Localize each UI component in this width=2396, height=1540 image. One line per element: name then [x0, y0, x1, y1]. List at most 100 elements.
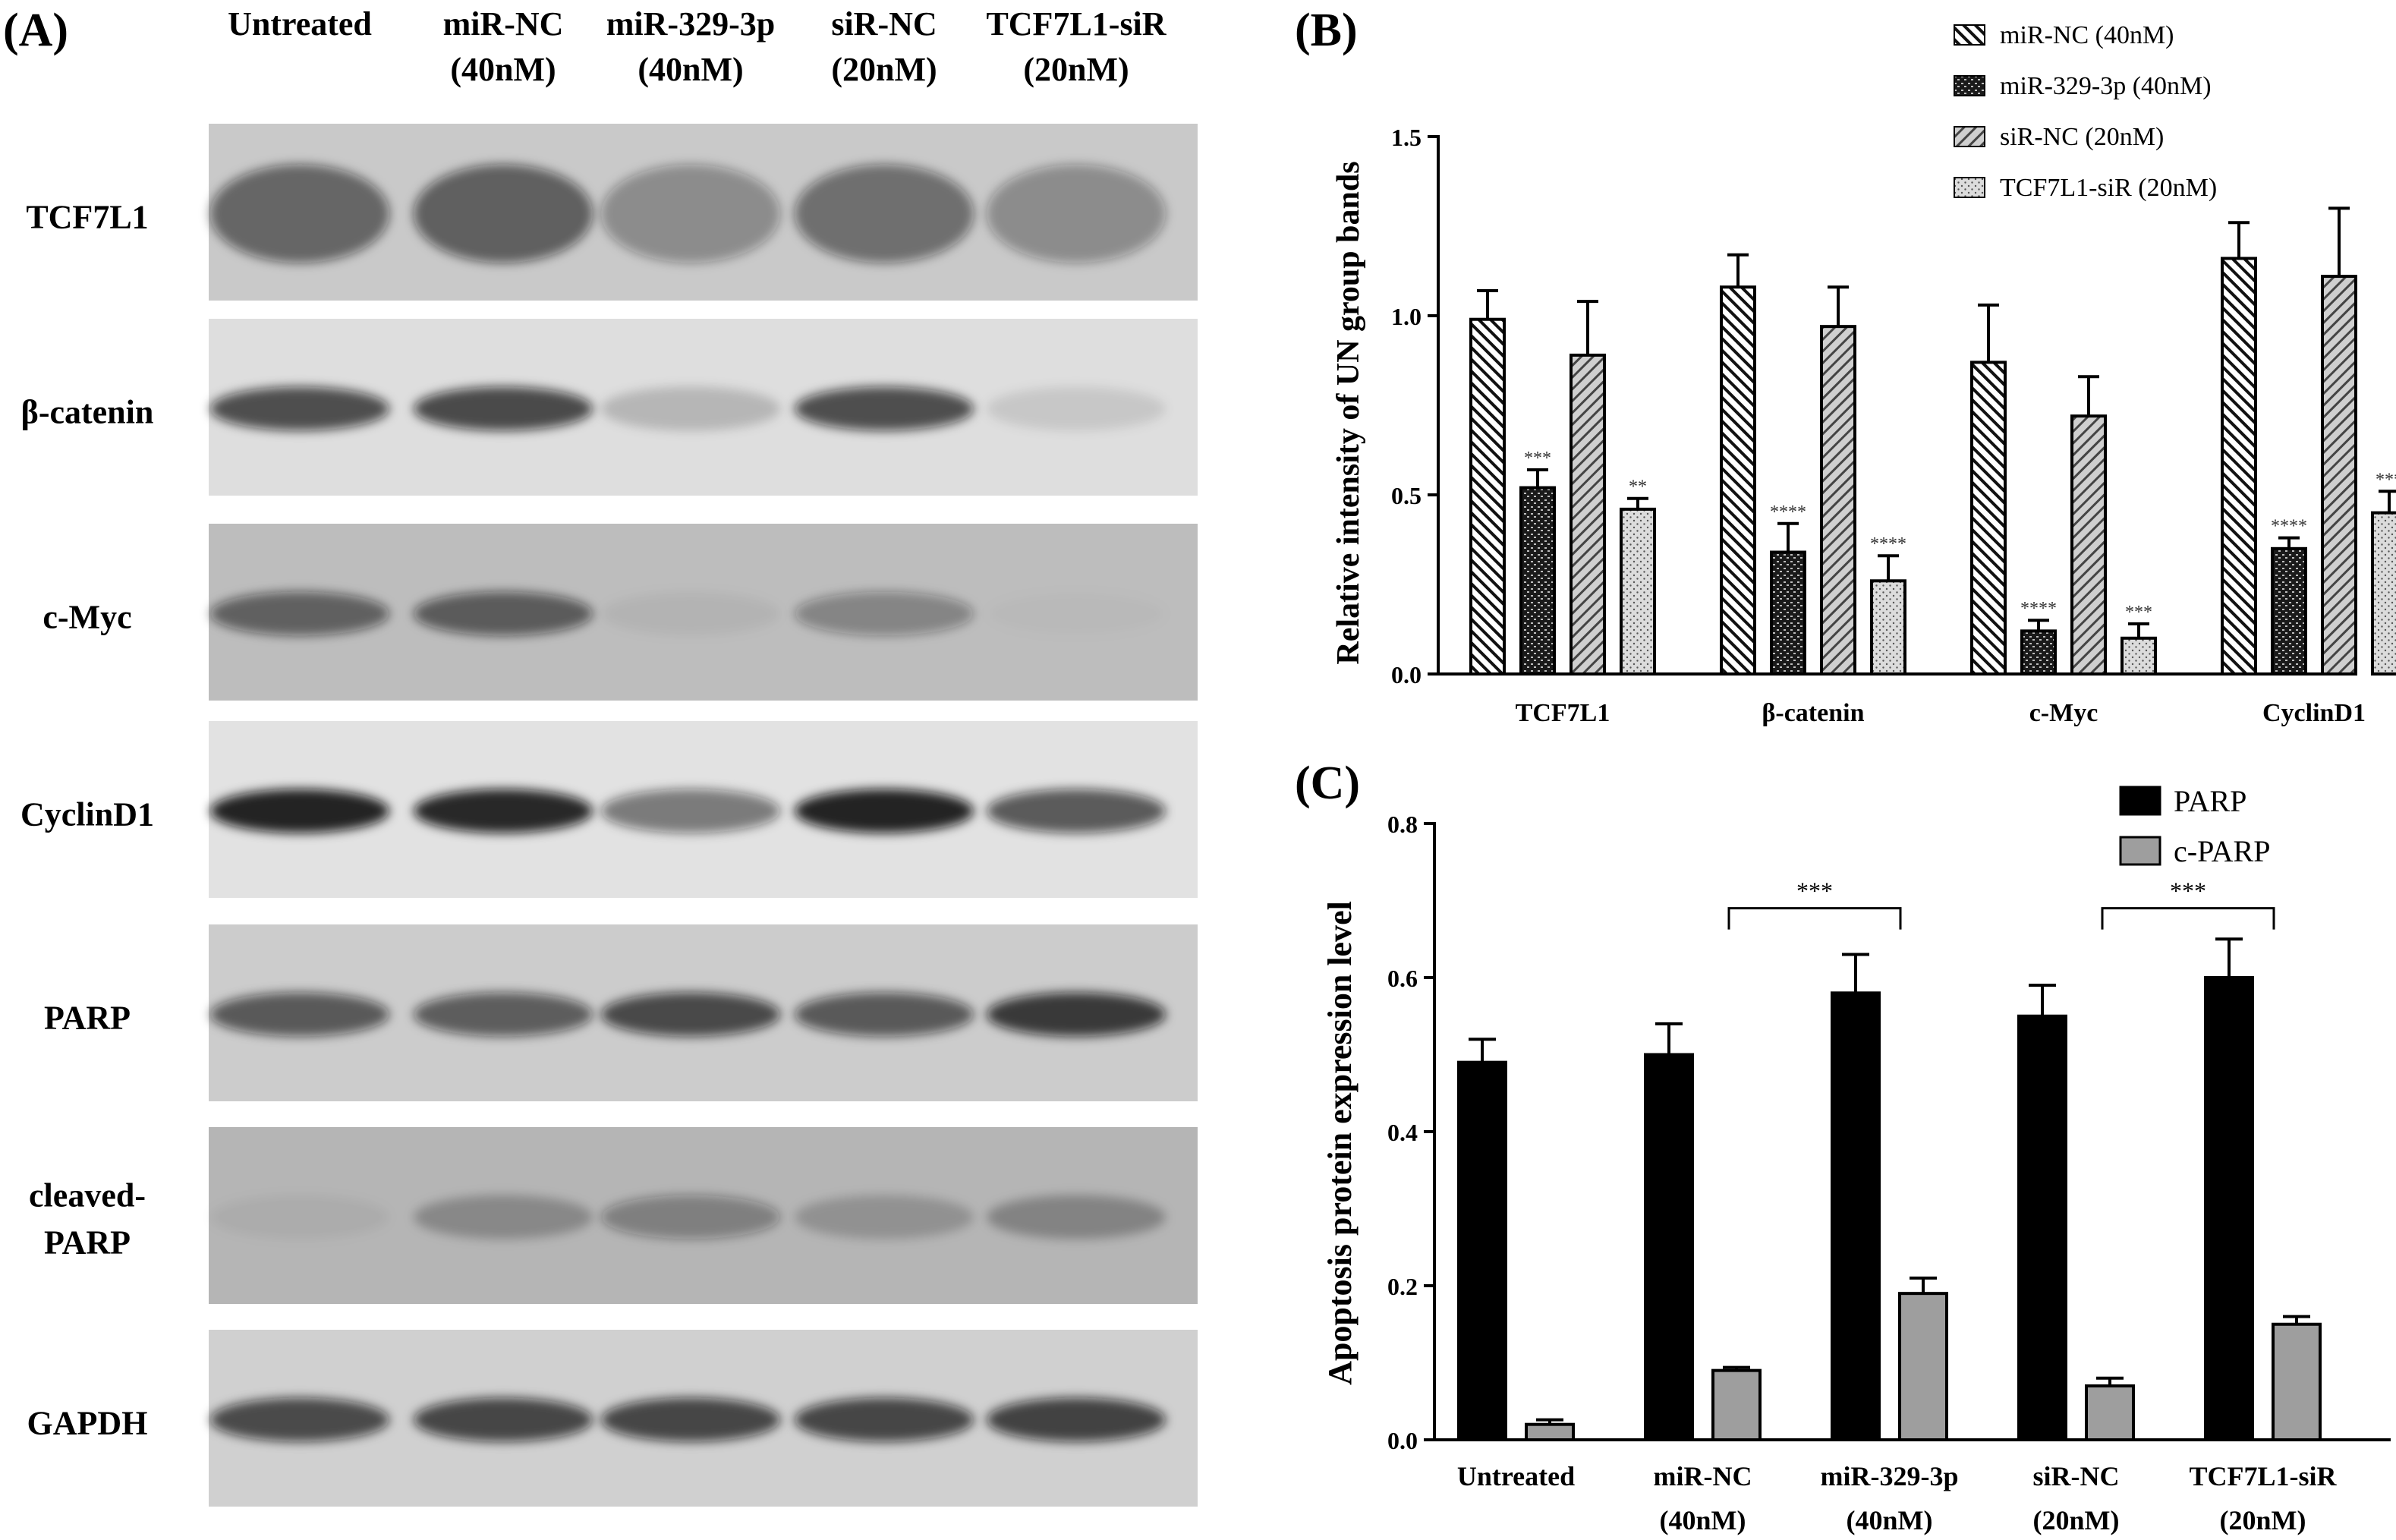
legend-swatch [1954, 24, 1985, 46]
significance-label: *** [1796, 877, 1833, 905]
blot-label: c-Myc [43, 599, 131, 636]
bar [2017, 1014, 2067, 1441]
x-category-label: TCF7L1 [1516, 699, 1610, 727]
y-tick-label: 0.0 [1391, 661, 1422, 688]
x-category-label-sub: (40nM) [1847, 1505, 1933, 1535]
x-category-label-sub: (20nM) [2220, 1505, 2306, 1535]
blot-band [601, 789, 780, 833]
panel-b-label: (B) [1295, 5, 1358, 56]
blot-band [414, 164, 593, 263]
blot-band [414, 386, 593, 431]
bar [1469, 317, 1506, 676]
blot-band [987, 386, 1166, 431]
bar [1970, 361, 2007, 676]
blot-band [987, 1195, 1166, 1239]
blot-rows: TCF7L1 β-catenin c-Myc CyclinD1 PARP cleaved-… [20, 124, 1198, 1507]
blot-band [210, 386, 389, 431]
panel-c-label: (C) [1295, 757, 1360, 809]
legend-label: siR-NC (20nM) [2000, 123, 2164, 151]
blot-band [601, 1195, 780, 1239]
y-tick-label: 1.0 [1391, 303, 1422, 330]
blot-band [987, 992, 1166, 1037]
bar [1711, 1368, 1762, 1442]
blot-label: CyclinD1 [20, 796, 154, 833]
blot-band [601, 164, 780, 263]
significance-bracket [1727, 907, 1902, 930]
lane-header-sub: (20nM) [831, 51, 937, 88]
bar-chart-b: (B) 0.0 0.5 1.0 1.5 Relative intensity of UN… [1295, 5, 2396, 727]
bar [1525, 1422, 1575, 1441]
x-category-label: β-catenin [1762, 699, 1864, 727]
blot-row: GAPDH [27, 1330, 1198, 1507]
legend-swatch [2119, 786, 2161, 816]
blot-band [795, 1195, 974, 1239]
blot-band [414, 1195, 593, 1239]
significance-label: **** [2020, 599, 2057, 619]
x-category-label-sub: (40nM) [1660, 1505, 1746, 1535]
blot-row: cleaved- PARP [29, 1127, 1198, 1304]
bar [1898, 1292, 1948, 1442]
bar [1644, 1053, 1694, 1441]
x-category-label: miR-329-3p [1821, 1461, 1959, 1491]
significance-label: *** [1524, 449, 1551, 468]
legend-swatch [2119, 836, 2161, 866]
blot-band [414, 591, 593, 636]
blot-band [414, 992, 593, 1037]
lane-header-sub: (20nM) [1023, 51, 1129, 88]
panel-a-label: (A) [3, 5, 68, 56]
bar [1620, 507, 1656, 676]
blot-row: β-catenin [21, 319, 1198, 496]
blot-band [987, 1397, 1166, 1442]
bar [1457, 1060, 1507, 1442]
bar [2271, 546, 2307, 676]
y-tick-label: 0.0 [1387, 1427, 1418, 1454]
blot-label: TCF7L1 [26, 199, 148, 236]
significance-label: ** [1629, 477, 1647, 497]
blot-band [795, 591, 974, 636]
blot-band [987, 592, 1166, 636]
bar [2020, 629, 2057, 676]
blot-band [987, 164, 1166, 263]
bar [2085, 1384, 2135, 1441]
blot-band [601, 992, 780, 1037]
y-tick-label: 0.2 [1387, 1273, 1418, 1300]
bar [1870, 579, 1906, 676]
bar [1770, 550, 1806, 676]
blot-band [601, 386, 780, 431]
legend-label: c-PARP [2174, 834, 2270, 868]
bar [1720, 285, 1756, 676]
bar [1519, 486, 1556, 676]
lane-header: miR-329-3p [606, 5, 775, 43]
significance-label: **** [1770, 502, 1806, 522]
blot-band [795, 992, 974, 1037]
blot-band [795, 789, 974, 833]
y-axis-title: Relative intensity of UN group bands [1331, 161, 1366, 664]
blot-band [795, 386, 974, 431]
western-blot-panel: (A) Untreated miR-NC (40nM) miR-329-3p (40nM… [3, 5, 1198, 1507]
significance-label: **** [2271, 517, 2307, 537]
bar [1831, 991, 1881, 1442]
x-category-label: c-Myc [2029, 699, 2098, 727]
lane-header: Untreated [228, 5, 372, 43]
bar [1820, 325, 1856, 676]
blot-band [210, 164, 389, 263]
x-category-label: Untreated [1457, 1461, 1575, 1491]
blot-band [210, 591, 389, 636]
bar [2070, 414, 2107, 676]
x-category-label: miR-NC [1654, 1461, 1752, 1491]
significance-label: *** [2376, 470, 2396, 490]
significance-label: **** [1870, 534, 1906, 554]
y-tick-label: 1.5 [1391, 124, 1422, 151]
lane-headers: Untreated miR-NC (40nM) miR-329-3p (40nM) siR… [228, 5, 1167, 88]
x-category-label-sub: (20nM) [2033, 1505, 2120, 1535]
bar [1570, 353, 1606, 676]
y-tick-label: 0.6 [1387, 965, 1418, 992]
blot-label: PARP [44, 1000, 131, 1037]
blot-band [210, 789, 389, 833]
significance-label: *** [2170, 877, 2206, 905]
bar [2371, 511, 2396, 676]
legend-swatch [1954, 126, 1985, 147]
x-category-label: CyclinD1 [2262, 699, 2366, 727]
blot-band [601, 591, 780, 636]
blot-band [414, 1397, 593, 1442]
